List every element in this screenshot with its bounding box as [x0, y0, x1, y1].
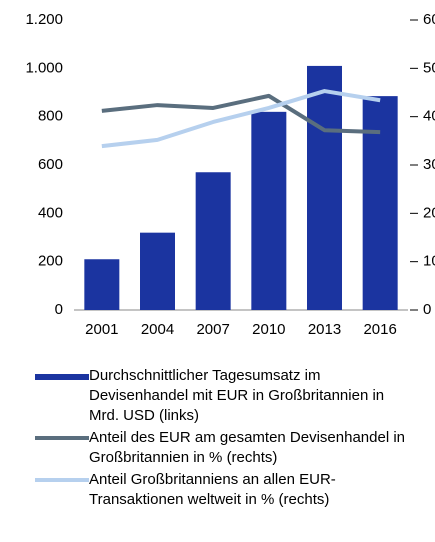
- line: [101, 93, 381, 135]
- y2-tick-label: 10: [423, 253, 435, 270]
- y-tick-label: 0: [55, 301, 63, 318]
- y2-tick-label: 60: [423, 11, 435, 28]
- legend: Durchschnittlicher Tagesumsatz im Devise…: [35, 366, 405, 512]
- y-tick-label: 1.000: [25, 59, 63, 76]
- y2-tick-label: 20: [423, 204, 435, 221]
- bar: [84, 259, 120, 310]
- legend-label: Anteil Großbritanniens an allen EUR-Tran…: [89, 471, 336, 508]
- legend-swatch: [35, 374, 89, 380]
- y2-tick-label: 50: [423, 59, 435, 76]
- line: [101, 89, 381, 149]
- legend-entry: Anteil Großbritanniens an allen EUR-Tran…: [35, 470, 405, 510]
- y-tick-label: 1.200: [25, 11, 63, 28]
- y-tick-label: 800: [38, 108, 63, 125]
- y2-tick-label: 40: [423, 108, 435, 125]
- y-tick-label: 200: [38, 253, 63, 270]
- legend-swatch: [35, 478, 89, 482]
- x-tick-label: 2016: [363, 321, 396, 338]
- x-tick-label: 2004: [141, 321, 174, 338]
- legend-entry: Durchschnittlicher Tagesumsatz im Devise…: [35, 366, 405, 426]
- legend-label: Durchschnittlicher Tagesumsatz im Devise…: [89, 367, 385, 424]
- chart: 0 200 400 600 800 1.000 1.200 0 10 20 30 40 50 60 2001…: [25, 11, 435, 338]
- y2-tick-label: 30: [423, 156, 435, 173]
- bar: [362, 96, 398, 310]
- y-tick-label: 400: [38, 204, 63, 221]
- bar: [195, 172, 231, 310]
- y2-tick-label: 0: [423, 301, 431, 318]
- bar: [251, 111, 287, 310]
- x-tick-label: 2010: [252, 321, 285, 338]
- x-tick-label: 2001: [85, 321, 118, 338]
- legend-swatch: [35, 436, 89, 440]
- y-tick-label: 600: [38, 156, 63, 173]
- legend-entry: Anteil des EUR am gesamten Devisenhandel…: [35, 428, 405, 468]
- bar: [140, 232, 175, 310]
- x-tick-label: 2007: [196, 321, 229, 338]
- legend-label: Anteil des EUR am gesamten Devisenhandel…: [89, 429, 406, 466]
- x-tick-label: 2013: [308, 321, 341, 338]
- bar: [307, 65, 342, 311]
